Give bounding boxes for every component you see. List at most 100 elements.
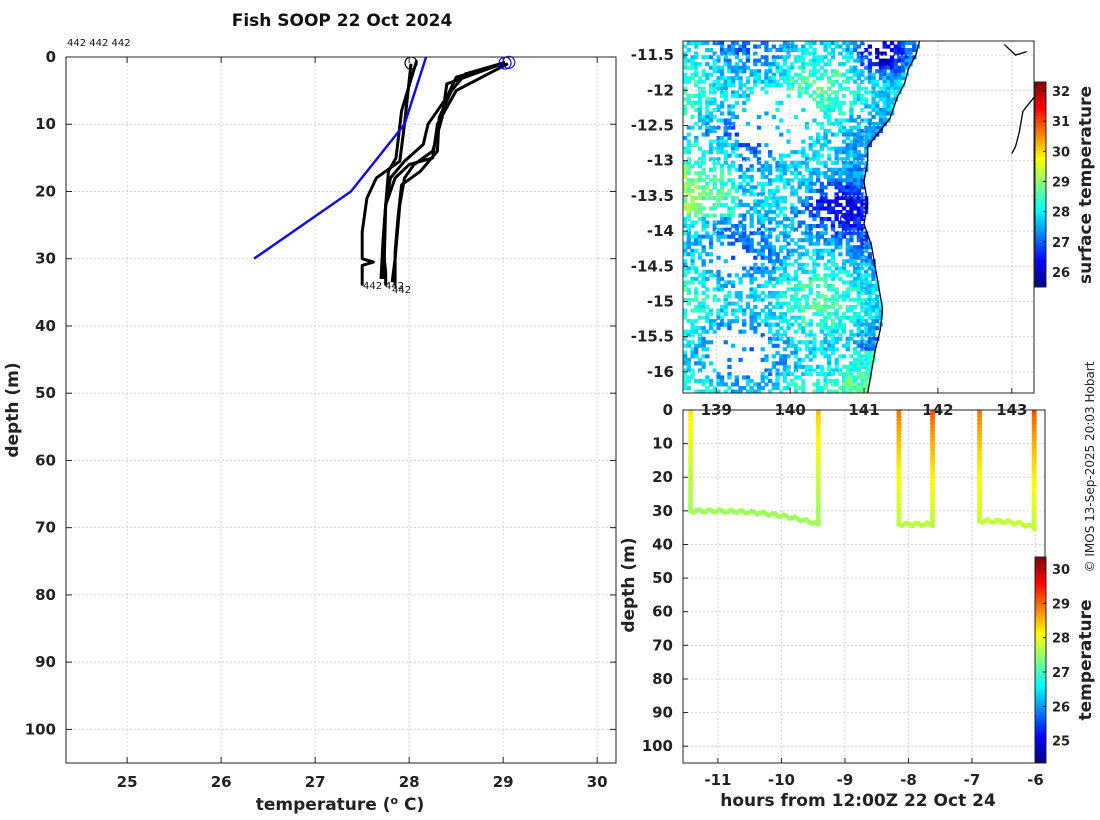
sst-cell <box>823 386 828 391</box>
sst-cell <box>864 132 869 137</box>
sst-cell <box>849 354 854 359</box>
sst-cell <box>867 361 872 366</box>
sst-cell <box>812 181 817 186</box>
sst-cell <box>812 171 817 176</box>
sst-cell <box>738 93 743 98</box>
sst-cell <box>867 343 872 348</box>
sst-cell <box>867 301 872 306</box>
sst-cell <box>771 259 776 264</box>
sst-cell <box>727 357 732 362</box>
sst-cell <box>834 273 839 278</box>
sst-cell <box>849 160 854 165</box>
sst-cell <box>686 343 691 348</box>
sst-cell <box>719 164 725 169</box>
sst-cell <box>749 224 754 229</box>
colorbar-segment <box>1035 222 1046 226</box>
sst-cell <box>819 220 824 225</box>
sst-cell <box>904 65 909 70</box>
sst-cell <box>860 333 865 338</box>
sst-cell <box>816 136 821 141</box>
sst-cell <box>830 210 836 215</box>
sst-cell <box>738 79 743 84</box>
sst-cell <box>775 336 780 341</box>
sst-cell <box>801 287 806 292</box>
sst-cell <box>760 266 765 271</box>
sst-cell <box>853 72 858 77</box>
sst-cell <box>808 58 813 63</box>
sst-cell <box>867 322 872 327</box>
sst-cell <box>775 199 780 204</box>
sst-cell <box>734 93 739 98</box>
sst-cell <box>823 44 828 49</box>
sst-cell <box>742 329 747 334</box>
sst-cell <box>779 354 784 359</box>
sst-cell <box>768 301 773 306</box>
colorbar-segment <box>1035 211 1046 216</box>
sst-cell <box>716 269 721 274</box>
sst-cell <box>694 220 699 225</box>
profile-line <box>379 62 504 279</box>
sst-cell <box>808 41 813 46</box>
sst-cell <box>734 224 739 229</box>
sst-cell <box>808 322 813 327</box>
sst-cell <box>782 294 788 299</box>
sst-cell <box>797 86 802 91</box>
sst-cell <box>830 368 836 373</box>
sst-cell <box>838 305 843 310</box>
sst-cell <box>764 90 769 95</box>
sst-cell <box>694 195 699 201</box>
sst-cell <box>897 55 902 60</box>
sst-cell <box>853 125 858 130</box>
sst-cell <box>860 315 865 320</box>
sst-cell <box>804 368 810 373</box>
sst-cell <box>819 97 824 102</box>
sst-cell <box>823 273 828 278</box>
sst-cell <box>867 139 872 144</box>
sst-cell <box>856 171 861 176</box>
sst-cell <box>690 143 695 148</box>
sst-cell <box>782 378 788 384</box>
sst-cell <box>771 305 776 310</box>
sst-cell <box>834 178 839 183</box>
sst-cell <box>686 97 691 102</box>
sst-cell <box>701 217 706 222</box>
sst-cell <box>775 290 780 296</box>
sst-cell <box>690 326 695 331</box>
sst-cell <box>841 86 847 91</box>
colorbar-segment <box>1035 198 1046 203</box>
sst-cell <box>723 234 728 239</box>
sst-cell <box>683 245 688 250</box>
sst-cell <box>697 361 703 366</box>
colorbar-segment <box>1035 92 1046 97</box>
sst-cell <box>797 315 802 320</box>
sst-cell <box>742 202 747 208</box>
sst-cell <box>771 283 776 289</box>
colorbar-tick-label: 25 <box>1052 735 1070 750</box>
sst-cell <box>841 227 847 232</box>
sst-cell <box>749 146 754 151</box>
sst-cell <box>867 79 872 84</box>
sst-cell <box>878 312 884 317</box>
sst-cell <box>849 371 854 377</box>
sst-cell <box>834 287 839 292</box>
sst-cell <box>878 86 884 91</box>
sst-cell <box>797 262 802 267</box>
sst-cell <box>856 371 861 377</box>
sst-cell <box>708 125 714 130</box>
sst-cell <box>856 97 861 102</box>
sst-cell <box>697 100 703 105</box>
sst-cell <box>694 107 699 113</box>
sst-cell <box>683 315 688 320</box>
sst-cell <box>745 48 751 53</box>
sst-cell <box>745 294 751 299</box>
sst-cell <box>804 199 810 204</box>
sst-cell <box>845 160 850 165</box>
sst-cell <box>812 90 817 95</box>
sst-cell <box>686 361 691 366</box>
sst-cell <box>790 382 795 387</box>
sst-cell <box>856 83 861 88</box>
sst-cell <box>878 58 884 63</box>
sst-cell <box>749 231 754 236</box>
sst-cell <box>823 241 828 246</box>
sst-cell <box>830 340 836 345</box>
